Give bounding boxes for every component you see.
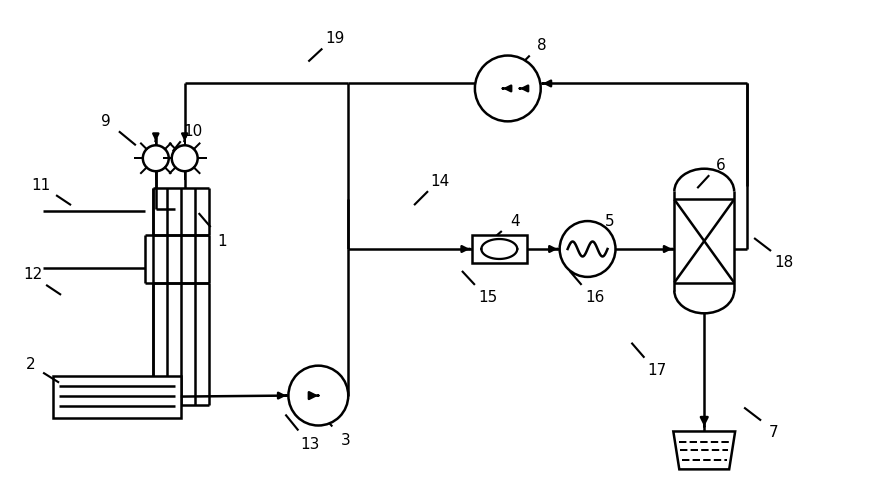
Circle shape	[475, 56, 541, 121]
Polygon shape	[673, 431, 735, 469]
Text: 10: 10	[183, 124, 202, 139]
Text: 4: 4	[510, 213, 520, 229]
Text: 9: 9	[101, 114, 111, 129]
Circle shape	[143, 145, 169, 171]
Text: 15: 15	[478, 290, 498, 305]
Circle shape	[289, 366, 348, 425]
Text: 7: 7	[769, 425, 779, 440]
Text: 12: 12	[24, 267, 43, 282]
Text: 18: 18	[774, 255, 794, 271]
Text: 2: 2	[26, 357, 36, 372]
Text: 19: 19	[325, 31, 345, 46]
Text: 11: 11	[31, 177, 51, 193]
Bar	[472, 235, 527, 263]
Text: 13: 13	[301, 437, 320, 452]
Text: 17: 17	[648, 363, 667, 378]
Text: 3: 3	[340, 433, 351, 448]
Text: 1: 1	[218, 234, 228, 248]
Text: 6: 6	[716, 158, 726, 173]
Text: 14: 14	[431, 174, 450, 189]
Text: 8: 8	[537, 38, 547, 53]
Circle shape	[560, 221, 616, 277]
Circle shape	[172, 145, 198, 171]
Bar	[53, 376, 181, 418]
Text: 16: 16	[585, 290, 604, 305]
Text: 5: 5	[604, 213, 614, 229]
